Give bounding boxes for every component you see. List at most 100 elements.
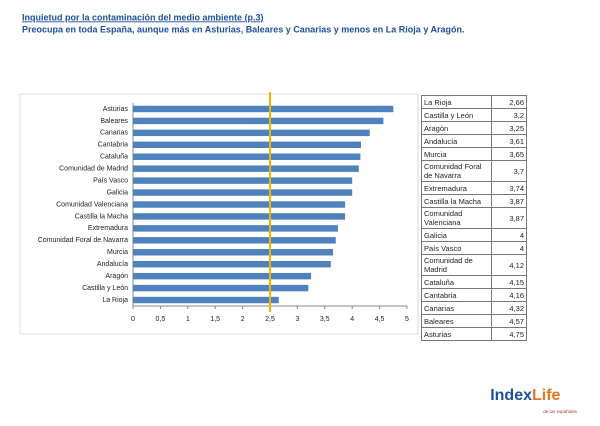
y-tick-label: Galicia: [107, 189, 129, 196]
y-tick-label: Castilla la Macha: [75, 213, 128, 220]
table-row: Murcia 3,65: [421, 147, 527, 161]
bar: [133, 153, 361, 160]
y-tick-label: La Rioja: [102, 297, 128, 304]
table-row: Baleares 4,57: [421, 314, 527, 328]
x-tick-label: 4: [350, 316, 354, 323]
chart-frame: [19, 93, 419, 335]
table-value: 4,16: [491, 288, 527, 302]
y-tick-label: Castilla y León: [82, 285, 128, 292]
x-tick-label: 5: [405, 316, 409, 323]
bar: [133, 177, 353, 184]
x-tick-label: 2,5: [265, 316, 275, 323]
table-value: 4: [491, 241, 527, 255]
table-value: 4: [491, 228, 527, 242]
x-tick-label: 0: [131, 316, 135, 323]
logo-tagline: de los españoles: [543, 409, 578, 414]
table-value: 4,32: [491, 301, 527, 315]
table-row: Cantabria 4,16: [421, 288, 527, 302]
table-region: Castilla la Macha: [421, 194, 492, 208]
table-region: Comunidad Foral de Navarra: [421, 160, 492, 182]
table-row: Cataluña 4,15: [421, 275, 527, 289]
table-value: 4,57: [491, 314, 527, 328]
bar: [133, 260, 331, 268]
table-row: Canarias 4,32: [421, 301, 527, 315]
table-region: La Rioja: [421, 95, 492, 109]
y-tick-label: Cataluña: [100, 154, 128, 161]
x-tick-label: 2: [241, 316, 245, 323]
table-row: País Vasco 4: [421, 241, 527, 255]
table-region: Galicia: [421, 228, 492, 242]
table-value: 3,61: [491, 134, 527, 148]
table-value: 4,75: [491, 327, 527, 341]
x-tick-label: 3,5: [320, 316, 330, 323]
table-row: Aragón 3,25: [421, 121, 527, 135]
x-tick-label: 3: [295, 316, 299, 323]
y-tick-label: Asturias: [103, 106, 129, 113]
table-region: Murcia: [421, 147, 492, 161]
table-region: Castilla y León: [421, 108, 492, 122]
x-tick-label: 1: [186, 316, 190, 323]
x-tick-label: 0,5: [156, 316, 166, 323]
table-region: Canarias: [421, 301, 492, 315]
bar: [133, 225, 338, 232]
table-region: Cataluña: [421, 275, 492, 289]
table-row: Castilla y León 3,2: [421, 108, 527, 122]
table-region: Aragón: [421, 121, 492, 135]
bar: [133, 117, 384, 125]
bar: [133, 189, 353, 196]
logo-life: Life: [532, 387, 561, 404]
y-tick-label: Comunidad de Madrid: [59, 166, 128, 173]
table-row: Comunidad de Madrid 4,12: [421, 254, 527, 276]
table-region: Extremadura: [421, 181, 492, 195]
y-tick-label: País Vasco: [93, 177, 128, 184]
table-row: Extremadura 3,74: [421, 181, 527, 195]
bar: [133, 296, 279, 304]
bar: [133, 272, 312, 280]
y-tick-label: Comunidad Valenciana: [56, 201, 128, 208]
table-row: Comunidad Foral de Navarra 3,7: [421, 160, 527, 182]
bar: [133, 201, 346, 208]
y-tick-label: Baleares: [100, 118, 128, 125]
bar: [133, 129, 370, 137]
table-region: Asturias: [421, 327, 492, 341]
y-tick-label: Canarias: [100, 130, 129, 137]
table-region: Baleares: [421, 314, 492, 328]
y-tick-label: Extremadura: [88, 225, 128, 232]
bar: [133, 284, 309, 292]
table-value: 4,12: [491, 254, 527, 276]
y-tick-label: Aragón: [105, 273, 128, 280]
table-value: 3,7: [491, 160, 527, 182]
table-region: Comunidad de Madrid: [421, 254, 492, 276]
bar: [133, 213, 346, 220]
bar: [133, 165, 359, 172]
table-row: Comunidad Valenciana 3,87: [421, 207, 527, 229]
subtitle: Preocupa en toda España, aunque más en A…: [22, 24, 465, 34]
title: Inquietud por la contaminación del medio…: [22, 12, 264, 22]
bar: [133, 237, 336, 244]
table-value: 3,25: [491, 121, 527, 135]
table-value: 2,66: [491, 95, 527, 109]
table-region: Andalucía: [421, 134, 492, 148]
table-row: Castilla la Macha 3,87: [421, 194, 527, 208]
y-tick-label: Murcia: [107, 249, 128, 256]
table-value: 3,87: [491, 194, 527, 208]
y-tick-label: Cantabria: [98, 142, 128, 149]
table-row: La Rioja 2,66: [421, 95, 527, 109]
table-region: País Vasco: [421, 241, 492, 255]
table-region: Comunidad Valenciana: [421, 207, 492, 229]
y-tick-label: Andalucía: [97, 261, 128, 268]
bar: [133, 249, 334, 256]
x-tick-label: 1,5: [210, 316, 220, 323]
table-value: 4,15: [491, 275, 527, 289]
bar: [133, 105, 394, 113]
table-row: Galicia 4: [421, 228, 527, 242]
y-tick-label: Comunidad Foral de Navarra: [38, 237, 128, 244]
x-tick-label: 4,5: [375, 316, 385, 323]
data-table: La Rioja 2,66 Castilla y León 3,2 Aragón 3,25…: [421, 95, 527, 341]
table-value: 3,74: [491, 181, 527, 195]
logo-index: Index: [490, 387, 532, 404]
table-value: 3,87: [491, 207, 527, 229]
table-region: Cantabria: [421, 288, 492, 302]
